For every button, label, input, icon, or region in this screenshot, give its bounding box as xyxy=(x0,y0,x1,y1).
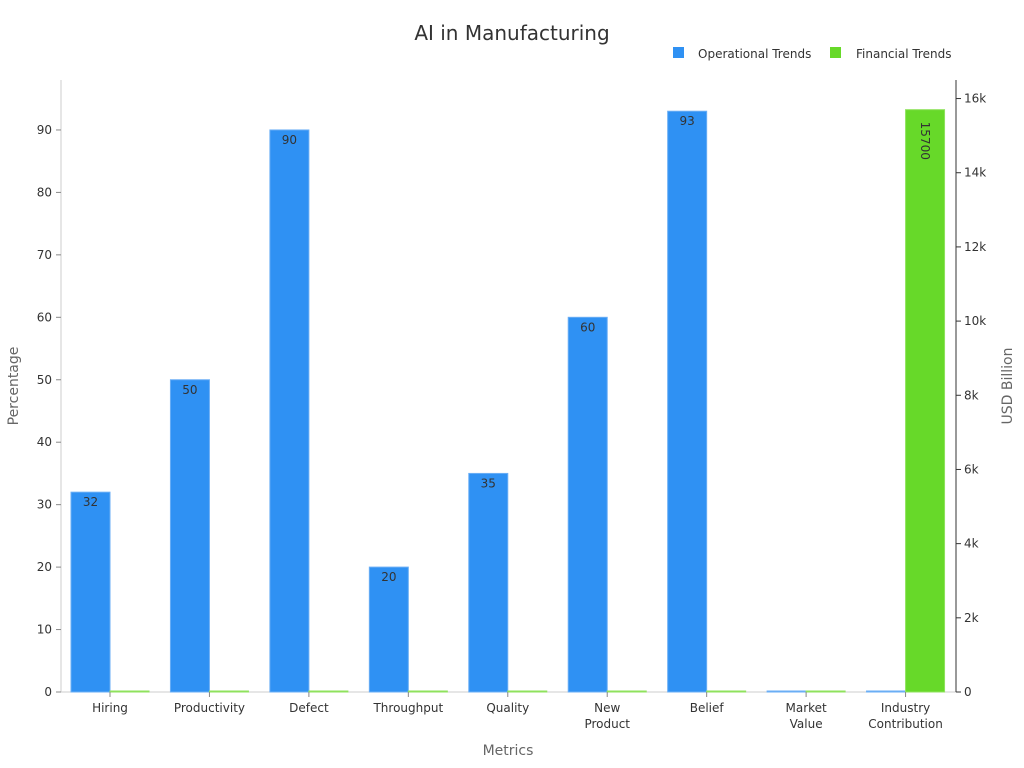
y-tick-label: 20 xyxy=(37,560,52,574)
x-tick-labels: Hiring Productivity Defect Throughput Qualit… xyxy=(92,692,943,731)
x-tick-label: Belief xyxy=(690,701,725,715)
y2-tick-label: 10k xyxy=(964,314,986,328)
bar-operational[interactable] xyxy=(567,316,608,693)
bar-financial[interactable] xyxy=(109,690,150,693)
x-tick-label: Product xyxy=(584,717,630,731)
bar-financial[interactable] xyxy=(805,690,846,693)
y2-tick-label: 6k xyxy=(964,462,979,476)
bar-operational-label: 32 xyxy=(83,495,98,509)
bar-operational-label: 60 xyxy=(580,320,595,334)
bar-financial[interactable] xyxy=(706,690,747,693)
bar-financial-label: 15700 xyxy=(918,122,932,160)
y2-tick-label: 0 xyxy=(964,685,972,699)
y2-tick-label: 4k xyxy=(964,537,979,551)
bar-operational[interactable] xyxy=(468,472,509,693)
bar-operational[interactable] xyxy=(269,129,310,693)
x-axis-title: Metrics xyxy=(483,743,534,759)
bar-operational[interactable] xyxy=(368,566,409,693)
bar-operational[interactable] xyxy=(70,491,111,693)
x-tick-label: Productivity xyxy=(174,701,245,715)
x-tick-label: Hiring xyxy=(92,701,128,715)
x-tick-label: Contribution xyxy=(868,717,943,731)
axes: 0 10 20 30 40 50 60 70 80 90 0 2k 4k 6k 8k 10k 12k 14k 16k xyxy=(37,80,986,699)
legend: Operational Trends Financial Trends xyxy=(673,47,951,61)
bar-operational[interactable] xyxy=(667,110,708,693)
bars: 32 50 90 20 35 60 93 15700 xyxy=(70,109,946,693)
bar-operational[interactable] xyxy=(766,690,807,693)
y-tick-label: 60 xyxy=(37,310,52,324)
bar-operational-label: 20 xyxy=(381,570,396,584)
x-tick-label: New xyxy=(594,701,620,715)
y2-tick-label: 16k xyxy=(964,92,986,106)
y2-tick-label: 12k xyxy=(964,240,986,254)
chart-title: AI in Manufacturing xyxy=(414,21,609,45)
bar-operational-label: 93 xyxy=(680,114,695,128)
legend-swatch-operational xyxy=(673,47,684,58)
bar-financial[interactable] xyxy=(606,690,647,693)
bar-financial[interactable] xyxy=(308,690,349,693)
y2-tick-label: 8k xyxy=(964,388,979,402)
bar-financial[interactable] xyxy=(507,690,548,693)
legend-swatch-financial xyxy=(830,47,841,58)
bar-operational-label: 35 xyxy=(481,476,496,490)
y-tick-label: 90 xyxy=(37,123,52,137)
y-axis-title: Percentage xyxy=(6,347,22,426)
legend-label-operational[interactable]: Operational Trends xyxy=(698,47,811,61)
y2-tick-label: 2k xyxy=(964,611,979,625)
y-tick-label: 30 xyxy=(37,498,52,512)
x-tick-label: Defect xyxy=(289,701,329,715)
y-tick-label: 10 xyxy=(37,623,52,637)
bar-financial[interactable] xyxy=(208,690,249,693)
y2-tick-label: 14k xyxy=(964,166,986,180)
bar-operational[interactable] xyxy=(866,690,907,693)
bar-operational-label: 50 xyxy=(182,383,197,397)
bar-financial[interactable] xyxy=(905,109,946,693)
y-tick-label: 50 xyxy=(37,373,52,387)
x-tick-label: Value xyxy=(790,717,823,731)
x-tick-label: Throughput xyxy=(372,701,443,715)
legend-label-financial[interactable]: Financial Trends xyxy=(856,47,951,61)
x-tick-label: Quality xyxy=(486,701,529,715)
y-tick-label: 40 xyxy=(37,435,52,449)
y2-axis-title: USD Billion xyxy=(1000,348,1016,425)
bar-operational[interactable] xyxy=(169,379,210,693)
y-tick-label: 0 xyxy=(44,685,52,699)
bar-financial[interactable] xyxy=(407,690,448,693)
bar-operational-label: 90 xyxy=(282,133,297,147)
x-tick-label: Market xyxy=(785,701,827,715)
y-tick-label: 70 xyxy=(37,248,52,262)
x-tick-label: Industry xyxy=(881,701,930,715)
y-tick-label: 80 xyxy=(37,185,52,199)
